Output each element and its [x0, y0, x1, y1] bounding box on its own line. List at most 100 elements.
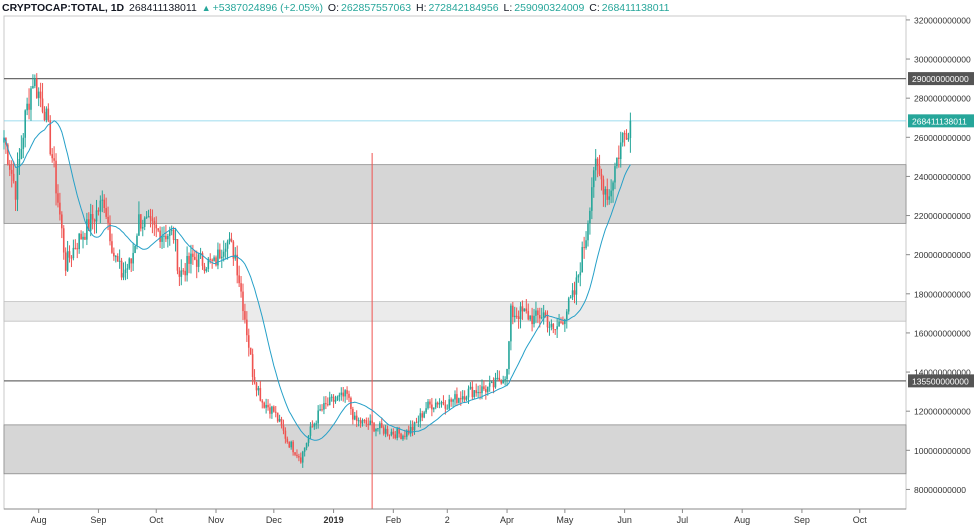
candle-body — [97, 210, 100, 212]
high-value: 272842184956 — [428, 2, 499, 14]
candle-body — [296, 454, 298, 457]
candle-body — [170, 229, 173, 231]
candle-body — [74, 247, 77, 249]
candle-body — [240, 283, 242, 292]
candle-body — [30, 88, 32, 110]
x-tick-label: Oct — [853, 515, 868, 525]
candle-body — [101, 199, 104, 201]
candle-body — [598, 166, 601, 175]
candle-body — [7, 144, 9, 165]
candle-body — [45, 108, 48, 121]
low-label: L: — [503, 2, 513, 14]
candle-body — [610, 190, 612, 197]
candle-body — [438, 402, 441, 405]
candle-body — [203, 265, 206, 271]
candle-body — [53, 158, 55, 161]
candle-body — [292, 441, 294, 453]
candle-body — [151, 218, 154, 222]
candle-body — [311, 426, 314, 428]
candle-body — [220, 256, 223, 259]
candle-body — [481, 386, 483, 394]
candle-body — [542, 312, 545, 318]
candle-body — [461, 396, 464, 400]
last-price: 268411138011 — [129, 2, 197, 14]
candle-body — [3, 137, 5, 143]
zone-rect — [3, 301, 907, 322]
candle-body — [118, 260, 121, 262]
candle-body — [10, 169, 13, 174]
candle-body — [554, 329, 557, 331]
candle-body — [43, 111, 46, 121]
candle-body — [608, 196, 610, 200]
candle-body — [217, 249, 219, 266]
candle-body — [579, 272, 582, 276]
candle-body — [276, 412, 279, 422]
candle-body — [192, 253, 194, 257]
low-value: 259090324009 — [514, 2, 585, 14]
candle-body — [454, 394, 456, 400]
candle-body — [319, 409, 321, 411]
candle-body — [496, 377, 499, 379]
candle-body — [141, 226, 144, 229]
candle-body — [109, 222, 111, 242]
candle-body — [450, 399, 452, 402]
candle-body — [429, 401, 431, 405]
y-tick-label: 300000000000 — [914, 55, 971, 65]
x-tick-label: Dec — [266, 515, 283, 525]
y-tick-label: 280000000000 — [914, 94, 971, 104]
candle-body — [230, 238, 233, 242]
candle-body — [282, 425, 285, 431]
candle-body — [234, 254, 237, 259]
candle-body — [68, 251, 71, 258]
close-value: 268411138011 — [601, 2, 670, 14]
candle-body — [342, 392, 345, 397]
candle-body — [546, 316, 549, 328]
candle-body — [473, 390, 476, 397]
candle-body — [359, 420, 362, 424]
candle-body — [122, 273, 125, 278]
candle-body — [265, 404, 267, 408]
candle-body — [47, 108, 50, 121]
candle-body — [244, 311, 246, 320]
candle-body — [527, 311, 530, 320]
y-tick-label: 140000000000 — [914, 368, 971, 378]
candle-body — [390, 431, 393, 435]
candle-body — [247, 335, 250, 348]
candle-body — [490, 381, 493, 384]
candle-body — [469, 386, 472, 389]
x-tick-label: Sep — [90, 515, 106, 525]
candle-body — [180, 270, 183, 277]
candle-body — [353, 415, 356, 420]
candle-body — [483, 386, 485, 390]
candle-body — [432, 407, 435, 410]
candle-body — [134, 245, 136, 253]
candle-body — [128, 258, 131, 269]
candle-body — [168, 230, 171, 237]
candle-body — [348, 393, 350, 398]
candle-body — [242, 291, 244, 312]
candle-body — [562, 322, 564, 325]
candle-body — [571, 290, 574, 298]
x-tick-label: Sep — [794, 515, 810, 525]
candle-body — [315, 423, 318, 425]
candle-body — [14, 181, 17, 200]
candle-body — [124, 269, 127, 274]
candle-body — [355, 415, 358, 421]
candle-body — [425, 408, 427, 413]
x-tick-label: 2 — [445, 515, 450, 525]
candle-body — [78, 233, 80, 250]
candle-body — [619, 142, 622, 159]
candle-body — [186, 255, 188, 276]
candle-body — [140, 214, 142, 229]
candle-body — [456, 394, 458, 403]
candle-body — [184, 270, 186, 276]
candle-body — [321, 409, 323, 411]
x-tick-label: Feb — [386, 515, 402, 525]
candle-body — [350, 397, 352, 409]
candle-body — [606, 189, 609, 200]
candle-body — [502, 379, 504, 384]
candle-body — [39, 91, 42, 99]
y-tick-label: 160000000000 — [914, 328, 971, 338]
candle-body — [24, 110, 27, 138]
